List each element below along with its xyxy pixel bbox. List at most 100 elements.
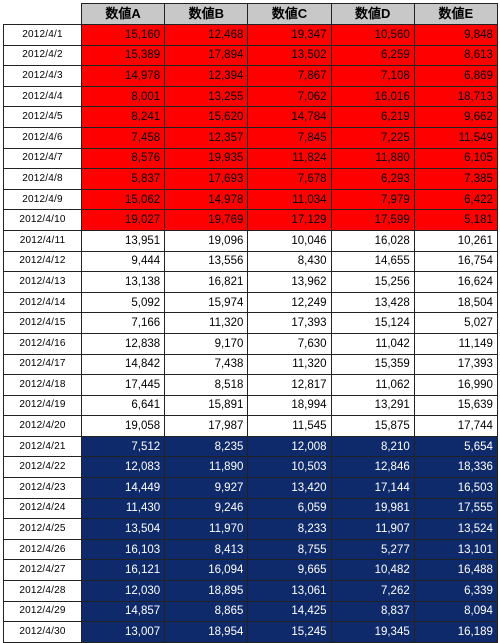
value-cell-b[interactable]: 19,096 [164, 229, 249, 252]
row-date-cell[interactable]: 2012/4/13 [3, 271, 82, 293]
value-cell-a[interactable]: 6,641 [80, 394, 166, 417]
value-cell-b[interactable]: 9,246 [164, 497, 249, 520]
value-cell-b[interactable]: 15,620 [164, 106, 249, 128]
row-date-cell[interactable]: 2012/4/16 [3, 332, 82, 355]
value-cell-a[interactable]: 8,001 [80, 85, 166, 108]
value-cell-d[interactable]: 13,428 [330, 291, 415, 314]
row-date-cell[interactable]: 2012/4/24 [3, 497, 82, 520]
value-cell-c[interactable]: 13,061 [247, 580, 332, 602]
value-cell-b[interactable]: 13,556 [164, 250, 249, 273]
value-cell-c[interactable]: 13,962 [247, 271, 332, 293]
row-date-cell[interactable]: 2012/4/25 [3, 518, 82, 540]
value-cell-c[interactable]: 10,503 [247, 456, 332, 479]
row-date-cell[interactable]: 2012/4/10 [3, 209, 82, 231]
value-cell-b[interactable]: 8,413 [164, 538, 249, 561]
value-cell-a[interactable]: 13,951 [80, 229, 166, 252]
value-cell-a[interactable]: 13,138 [80, 271, 166, 293]
value-cell-c[interactable]: 14,425 [247, 600, 332, 623]
value-cell-d[interactable]: 15,875 [330, 415, 415, 437]
row-date-cell[interactable]: 2012/4/11 [3, 229, 82, 252]
value-cell-a[interactable]: 16,103 [80, 538, 166, 561]
row-date-cell[interactable]: 2012/4/27 [3, 559, 82, 582]
value-cell-b[interactable]: 17,693 [164, 168, 249, 190]
value-cell-e[interactable]: 16,754 [413, 250, 498, 273]
value-cell-a[interactable]: 15,062 [80, 188, 166, 211]
row-date-cell[interactable]: 2012/4/6 [3, 126, 82, 149]
value-cell-c[interactable]: 17,129 [247, 209, 332, 231]
value-cell-d[interactable]: 11,907 [330, 518, 415, 540]
value-cell-d[interactable]: 7,225 [330, 126, 415, 149]
row-date-cell[interactable]: 2012/4/29 [3, 600, 82, 623]
row-date-cell[interactable]: 2012/4/26 [3, 538, 82, 561]
value-cell-b[interactable]: 11,320 [164, 312, 249, 334]
row-date-cell[interactable]: 2012/4/1 [3, 24, 82, 46]
value-cell-c[interactable]: 7,678 [247, 168, 332, 190]
value-cell-c[interactable]: 9,665 [247, 559, 332, 582]
value-cell-b[interactable]: 12,394 [164, 65, 249, 87]
value-cell-d[interactable]: 13,291 [330, 394, 415, 417]
value-cell-b[interactable]: 11,970 [164, 518, 249, 540]
value-cell-b[interactable]: 19,769 [164, 209, 249, 231]
value-cell-d[interactable]: 17,599 [330, 209, 415, 231]
value-cell-c[interactable]: 7,867 [247, 65, 332, 87]
value-cell-a[interactable]: 16,121 [80, 559, 166, 582]
row-date-cell[interactable]: 2012/4/2 [3, 44, 82, 67]
value-cell-a[interactable]: 19,058 [80, 415, 166, 437]
value-cell-a[interactable]: 5,837 [80, 168, 166, 190]
value-cell-d[interactable]: 16,028 [330, 229, 415, 252]
value-cell-e[interactable]: 10,261 [413, 229, 498, 252]
row-date-cell[interactable]: 2012/4/17 [3, 353, 82, 376]
value-cell-c[interactable]: 12,817 [247, 374, 332, 396]
value-cell-d[interactable]: 10,560 [330, 24, 415, 46]
value-cell-b[interactable]: 9,170 [164, 332, 249, 355]
value-cell-c[interactable]: 7,630 [247, 332, 332, 355]
value-cell-b[interactable]: 9,927 [164, 477, 249, 499]
value-cell-a[interactable]: 5,092 [80, 291, 166, 314]
value-cell-b[interactable]: 12,468 [164, 24, 249, 46]
value-cell-b[interactable]: 7,438 [164, 353, 249, 376]
value-cell-e[interactable]: 6,422 [413, 188, 498, 211]
row-date-cell[interactable]: 2012/4/8 [3, 168, 82, 190]
value-cell-b[interactable]: 17,894 [164, 44, 249, 67]
value-cell-e[interactable]: 5,654 [413, 435, 498, 458]
value-cell-d[interactable]: 7,262 [330, 580, 415, 602]
value-cell-b[interactable]: 8,518 [164, 374, 249, 396]
value-cell-a[interactable]: 12,083 [80, 456, 166, 479]
value-cell-b[interactable]: 14,978 [164, 188, 249, 211]
value-cell-d[interactable]: 7,979 [330, 188, 415, 211]
row-date-cell[interactable]: 2012/4/14 [3, 291, 82, 314]
value-cell-d[interactable]: 15,256 [330, 271, 415, 293]
value-cell-a[interactable]: 8,576 [80, 147, 166, 170]
value-cell-c[interactable]: 7,062 [247, 85, 332, 108]
value-cell-b[interactable]: 12,357 [164, 126, 249, 149]
row-date-cell[interactable]: 2012/4/7 [3, 147, 82, 170]
value-cell-a[interactable]: 9,444 [80, 250, 166, 273]
value-cell-a[interactable]: 7,458 [80, 126, 166, 149]
value-cell-d[interactable]: 6,259 [330, 44, 415, 67]
value-cell-a[interactable]: 14,978 [80, 65, 166, 87]
value-cell-d[interactable]: 5,277 [330, 538, 415, 561]
value-cell-e[interactable]: 16,189 [413, 621, 498, 643]
value-cell-b[interactable]: 17,987 [164, 415, 249, 437]
value-cell-d[interactable]: 7,108 [330, 65, 415, 87]
value-cell-e[interactable]: 9,848 [413, 24, 498, 46]
value-cell-e[interactable]: 7,385 [413, 168, 498, 190]
value-cell-e[interactable]: 17,744 [413, 415, 498, 437]
value-cell-d[interactable]: 11,042 [330, 332, 415, 355]
value-cell-b[interactable]: 13,255 [164, 85, 249, 108]
value-cell-c[interactable]: 11,320 [247, 353, 332, 376]
row-date-cell[interactable]: 2012/4/4 [3, 85, 82, 108]
value-cell-b[interactable]: 8,865 [164, 600, 249, 623]
value-cell-e[interactable]: 5,181 [413, 209, 498, 231]
row-date-cell[interactable]: 2012/4/28 [3, 580, 82, 602]
value-cell-b[interactable]: 15,974 [164, 291, 249, 314]
value-cell-a[interactable]: 14,857 [80, 600, 166, 623]
value-cell-e[interactable]: 5,027 [413, 312, 498, 334]
value-cell-c[interactable]: 19,347 [247, 24, 332, 46]
value-cell-e[interactable]: 6,869 [413, 65, 498, 87]
value-cell-b[interactable]: 19,935 [164, 147, 249, 170]
value-cell-e[interactable]: 6,339 [413, 580, 498, 602]
value-cell-a[interactable]: 7,512 [80, 435, 166, 458]
column-header-d[interactable]: 数値D [330, 3, 415, 25]
column-header-c[interactable]: 数値C [247, 3, 332, 25]
